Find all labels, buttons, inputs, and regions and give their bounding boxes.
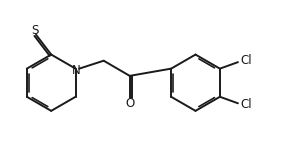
- Text: Cl: Cl: [241, 98, 252, 111]
- Text: Cl: Cl: [241, 54, 252, 67]
- Text: S: S: [32, 24, 39, 37]
- Text: O: O: [125, 97, 134, 110]
- Text: N: N: [72, 64, 80, 77]
